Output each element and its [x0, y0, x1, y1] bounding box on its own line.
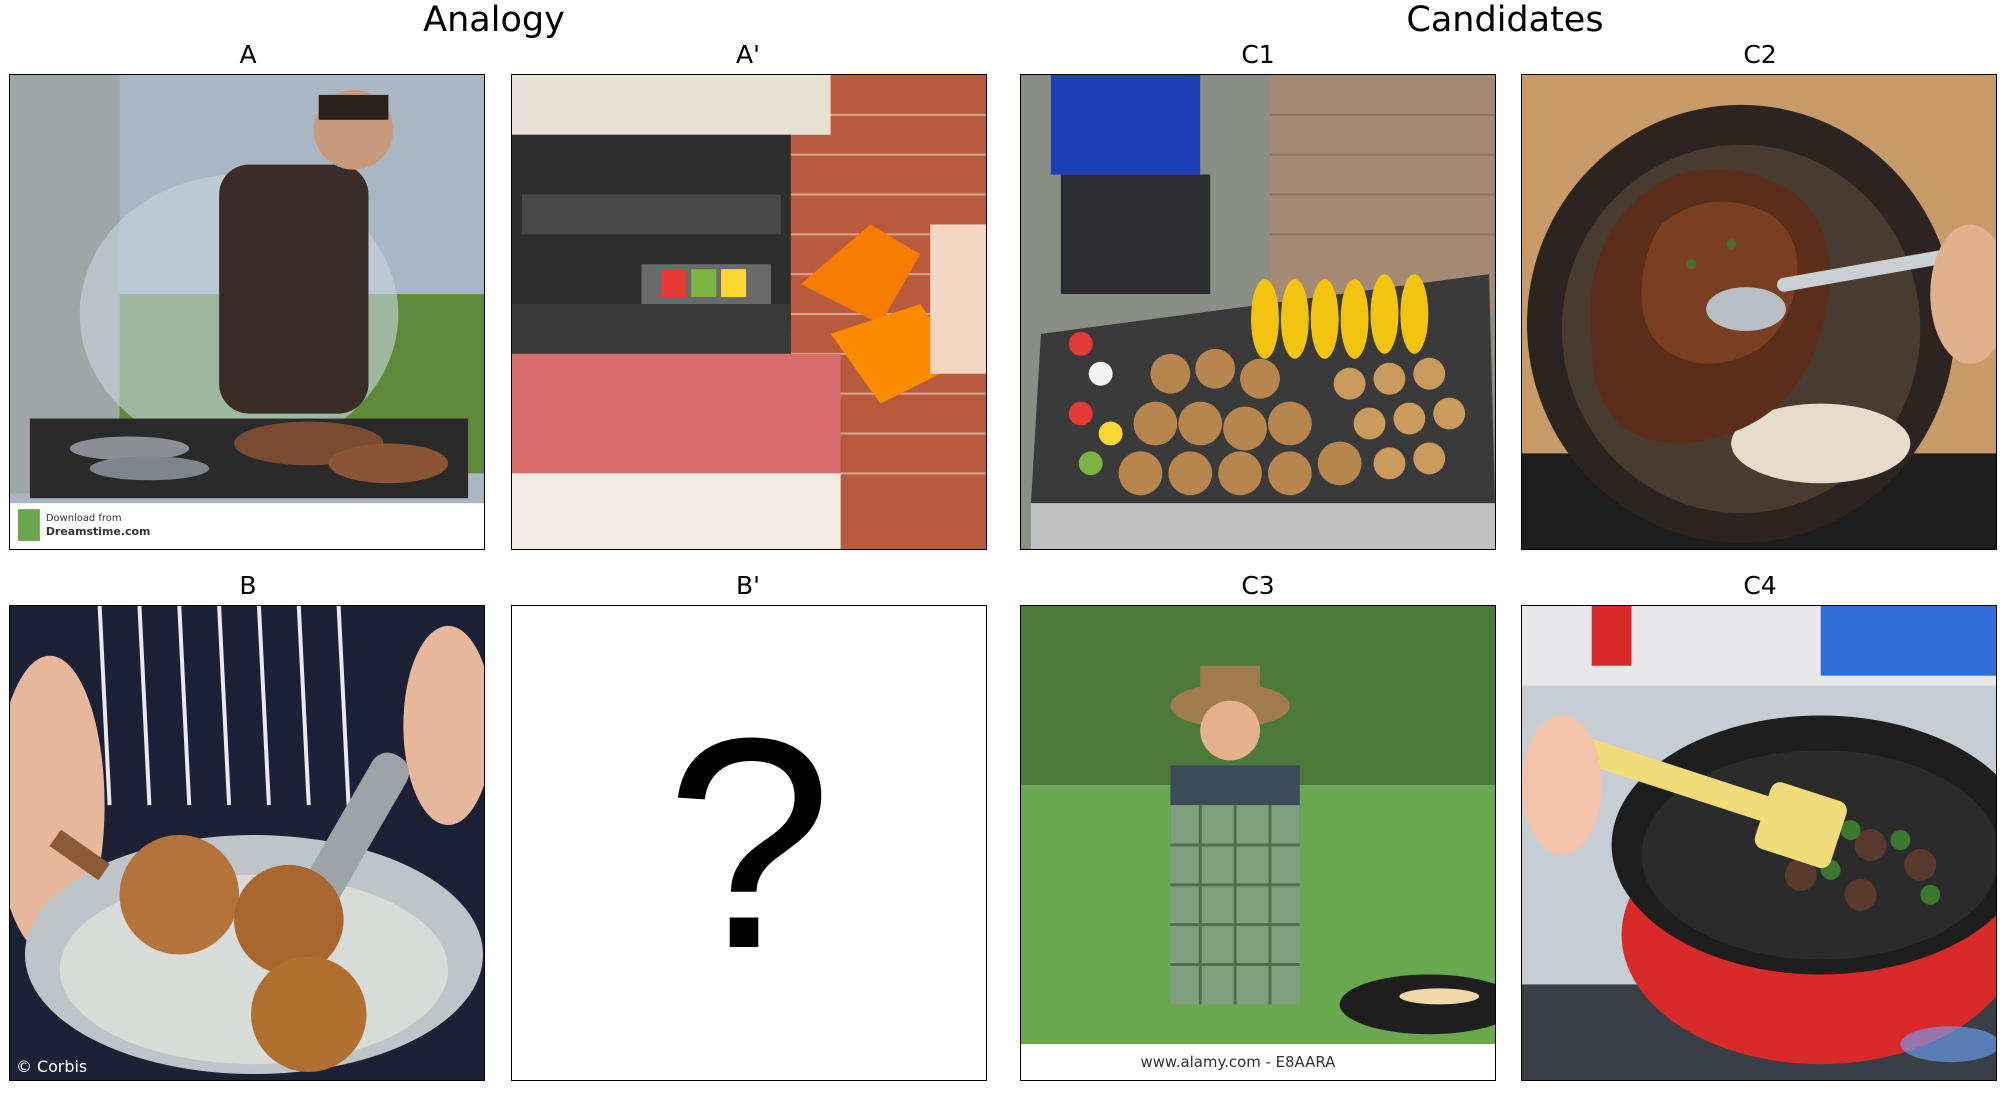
watermark-a-line1: Download from [46, 513, 122, 524]
label-b-prime: B' [735, 571, 761, 600]
label-c2: C2 [1743, 40, 1777, 69]
analogy-heading: Analogy [423, 0, 565, 40]
watermark-b: © Corbis [16, 1057, 87, 1076]
candidates-heading: Candidates [1406, 0, 1604, 40]
label-b: B [239, 571, 257, 600]
image-c1-bbq-corn-patties [1020, 74, 1496, 550]
label-c3: C3 [1241, 571, 1275, 600]
image-b-prime-placeholder: ? [511, 605, 987, 1081]
question-mark: ? [512, 606, 986, 1080]
watermark-a-line2: Dreamstime.com [46, 525, 151, 538]
image-c3-man-apron-grill: www.alamy.com - E8AARA [1020, 605, 1496, 1081]
image-c2-steak-skillet [1521, 74, 1997, 550]
label-c4: C4 [1743, 571, 1777, 600]
image-a-man-grilling: Download from Dreamstime.com [9, 74, 485, 550]
label-a-prime: A' [736, 40, 760, 69]
image-b-meatballs-frying: © Corbis [9, 605, 485, 1081]
image-a-prime-brick-grill [511, 74, 987, 550]
label-a: A [239, 40, 257, 69]
label-c1: C1 [1241, 40, 1275, 69]
watermark-c3: www.alamy.com - E8AARA [1140, 1053, 1336, 1071]
image-c4-red-pan-stirfry [1521, 605, 1997, 1081]
